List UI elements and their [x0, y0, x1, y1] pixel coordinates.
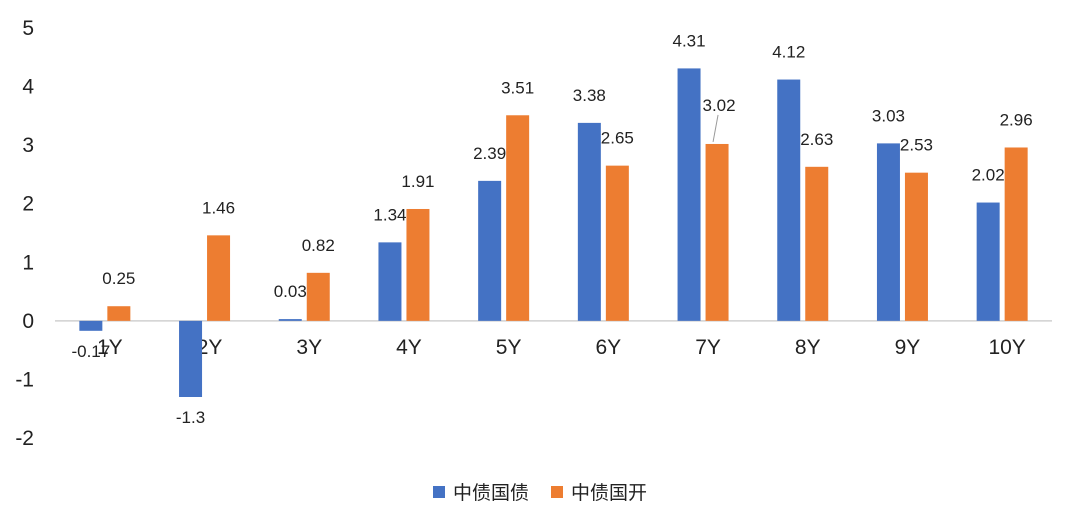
data-label: 3.51	[501, 78, 534, 97]
bar-series-1	[976, 202, 1000, 321]
data-label: 1.34	[373, 205, 406, 224]
x-tick-label: 5Y	[496, 336, 522, 359]
x-tick-label: 8Y	[795, 336, 821, 359]
y-tick-label: 3	[22, 134, 34, 157]
y-tick-label: 5	[22, 17, 34, 40]
x-tick-label: 9Y	[895, 336, 921, 359]
chart-svg: -2 -1 0 1 2 3 4 5 1Y-0.17 0.25 2Y -1.3 1.46 3Y 0.03 0.8…	[15, 17, 1052, 450]
bar-series-2	[207, 235, 231, 321]
bar-series-1	[378, 242, 402, 321]
data-label: 3.02	[703, 96, 736, 115]
bar-series-1	[777, 79, 801, 321]
data-label: -0.17	[71, 342, 110, 361]
y-tick-label: 0	[22, 310, 34, 333]
bar-series-2	[306, 272, 330, 321]
bar-series-1	[677, 68, 701, 321]
data-label: 1.91	[401, 172, 434, 191]
legend-item-series-1: 中债国债	[432, 478, 529, 505]
data-label: 2.39	[473, 144, 506, 163]
data-label: 2.96	[1000, 110, 1033, 129]
bar-series-1	[478, 180, 502, 321]
legend-label: 中债国开	[571, 482, 648, 504]
legend-swatch	[432, 485, 445, 498]
y-tick-label: 1	[22, 251, 34, 274]
legend-swatch	[551, 485, 563, 498]
bar-series-1	[179, 320, 203, 397]
data-label: 1.46	[202, 198, 235, 217]
y-tick-label: 2	[22, 193, 34, 216]
data-label: 2.53	[900, 136, 933, 155]
x-tick-label: 2Y	[197, 336, 223, 359]
bar-series-1	[79, 320, 103, 331]
leader-line	[712, 114, 719, 143]
legend-label: 中债国债	[452, 482, 529, 504]
bar-series-2	[406, 208, 430, 321]
bar-series-2	[805, 166, 829, 321]
data-label: 2.63	[800, 130, 833, 149]
x-tick-label: 7Y	[695, 336, 721, 359]
legend-item-series-2: 中债国开	[551, 478, 647, 505]
data-label: 4.31	[673, 31, 706, 50]
x-tick-label: 10Y	[988, 336, 1025, 359]
x-tick-label: 1Y	[97, 336, 123, 359]
bar-series-1	[278, 319, 302, 321]
bar-series-2	[705, 143, 729, 321]
data-label: 2.65	[601, 129, 634, 148]
x-tick-label: 6Y	[596, 336, 622, 359]
bar-series-2	[605, 165, 629, 321]
legend: 中债国债 中债国开	[0, 478, 1080, 505]
y-tick-label: -2	[15, 427, 34, 450]
data-label: -1.3	[176, 408, 205, 427]
data-label: 3.38	[573, 86, 606, 105]
data-label: 4.12	[772, 43, 805, 62]
x-tick-label: 4Y	[396, 336, 422, 359]
bar-series-2	[904, 172, 928, 321]
data-label: 0.03	[274, 282, 307, 301]
bar-series-2	[506, 115, 530, 321]
bar-series-2	[1004, 147, 1028, 321]
bar-series-2	[107, 306, 131, 321]
y-tick-label: -1	[15, 368, 34, 391]
data-label: 2.02	[972, 166, 1005, 185]
data-label: 3.03	[872, 106, 905, 125]
y-tick-label: 4	[22, 76, 34, 99]
bar-series-1	[577, 122, 601, 321]
x-tick-label: 3Y	[296, 336, 322, 359]
data-label: 0.82	[302, 236, 335, 255]
bar-series-1	[876, 143, 900, 321]
data-label: 0.25	[102, 269, 135, 288]
